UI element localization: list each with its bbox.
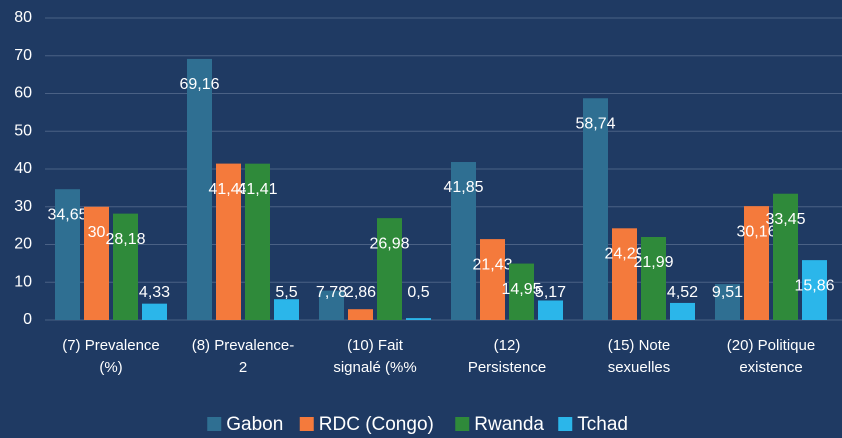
data-label: 58,74 [575, 115, 615, 132]
bar [245, 163, 270, 320]
x-tick-label: (15) Note sexuelles [608, 337, 671, 376]
legend-swatch [558, 417, 573, 431]
bar [583, 98, 608, 320]
bar [451, 162, 476, 320]
data-label: 14,95 [501, 281, 541, 298]
bar [406, 318, 431, 320]
data-label: 15,86 [794, 277, 834, 294]
bar [348, 309, 373, 320]
bar [377, 218, 402, 320]
data-label: 5,17 [535, 284, 566, 301]
bar [319, 290, 344, 320]
x-tick-label: (10) Fait signalé (%% [333, 337, 416, 376]
data-label: 5,5 [275, 284, 297, 301]
data-label: 28,18 [105, 231, 145, 248]
legend-swatch [299, 417, 314, 431]
legend-label: Tchad [577, 414, 628, 435]
legend-label: Gabon [226, 414, 283, 435]
bar [113, 213, 138, 320]
data-label: 24,29 [604, 246, 644, 263]
bar [641, 236, 666, 320]
data-label: 41,85 [443, 179, 483, 196]
y-tick-label: 40 [14, 160, 32, 177]
data-label: 33,45 [765, 211, 805, 228]
bar [480, 239, 505, 320]
data-label: 34,65 [47, 206, 87, 223]
legend-swatch [207, 417, 222, 431]
bar [802, 260, 827, 320]
bar [715, 284, 740, 320]
y-tick-label: 80 [14, 9, 32, 26]
legend-label: RDC (Congo) [319, 414, 434, 435]
legend-swatch [455, 417, 470, 431]
bar [670, 302, 695, 320]
data-label: 4,33 [139, 284, 170, 301]
bar [612, 228, 637, 320]
bar [274, 299, 299, 320]
data-label: 41,43 [208, 181, 248, 198]
data-label: 4,52 [667, 284, 698, 301]
data-label: 30 [88, 224, 106, 241]
data-label: 21,99 [633, 254, 673, 271]
bar [509, 263, 534, 320]
legend-label: Rwanda [474, 414, 544, 435]
y-tick-label: 70 [14, 47, 32, 64]
data-label: 26,98 [369, 235, 409, 252]
bar [773, 193, 798, 320]
y-tick-label: 60 [14, 85, 32, 102]
y-tick-label: 0 [23, 311, 32, 328]
bar [187, 58, 212, 321]
x-tick-label: (20) Politique existence [727, 337, 815, 376]
data-label: 2,86 [345, 284, 376, 301]
bar [142, 303, 167, 320]
bar [744, 206, 769, 320]
data-label: 0,5 [407, 284, 429, 301]
data-label: 69,16 [179, 76, 219, 93]
y-tick-label: 20 [14, 236, 32, 253]
x-tick-label: (12) Persistence [468, 337, 546, 376]
data-label: 41,41 [237, 181, 277, 198]
data-label: 7,78 [316, 284, 347, 301]
data-label: 30,16 [736, 223, 776, 240]
data-label: 21,43 [472, 256, 512, 273]
data-label: 9,51 [712, 284, 743, 301]
bar [84, 206, 109, 320]
bar [216, 163, 241, 320]
y-tick-label: 30 [14, 198, 32, 215]
bar [55, 189, 80, 320]
x-tick-label: (7) Prevalence (%) [62, 337, 160, 376]
y-tick-label: 10 [14, 273, 32, 290]
y-tick-label: 50 [14, 122, 32, 139]
bar [538, 300, 563, 320]
x-tick-label: (8) Prevalence-2 [192, 337, 295, 376]
